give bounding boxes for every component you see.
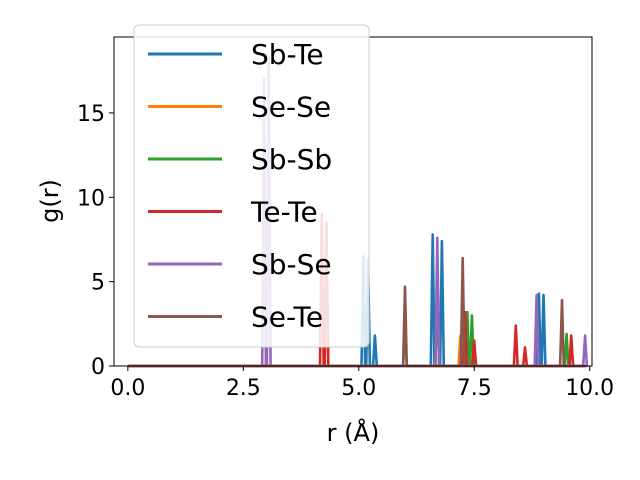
legend-label: Sb-Te <box>251 38 324 71</box>
y-tick-label: 0 <box>91 355 105 380</box>
x-tick-label: 10.0 <box>565 376 614 401</box>
x-axis: 0.0 2.5 5.0 7.5 10.0 <box>110 366 614 401</box>
y-tick-label: 5 <box>91 271 105 296</box>
y-tick-label: 15 <box>77 102 105 127</box>
y-tick-label: 10 <box>77 186 105 211</box>
x-tick-label: 5.0 <box>341 376 376 401</box>
legend-box <box>133 24 370 348</box>
x-tick-label: 7.5 <box>457 376 492 401</box>
legend-label: Se-Se <box>251 91 331 124</box>
y-axis-label: g(r) <box>36 179 64 223</box>
x-tick-label: 2.5 <box>226 376 261 401</box>
legend-label: Se-Te <box>251 301 323 334</box>
x-tick-label: 0.0 <box>110 376 145 401</box>
series-line-se-te <box>127 256 586 368</box>
legend: Sb-Te Se-Se Sb-Sb Te-Te Sb-Se Se-Te <box>133 24 370 348</box>
x-axis-label: r (Å) <box>327 418 380 447</box>
legend-label: Sb-Se <box>251 248 332 281</box>
y-axis: 0 5 10 15 <box>77 102 114 380</box>
legend-label: Te-Te <box>250 196 318 229</box>
legend-label: Sb-Sb <box>251 143 332 176</box>
